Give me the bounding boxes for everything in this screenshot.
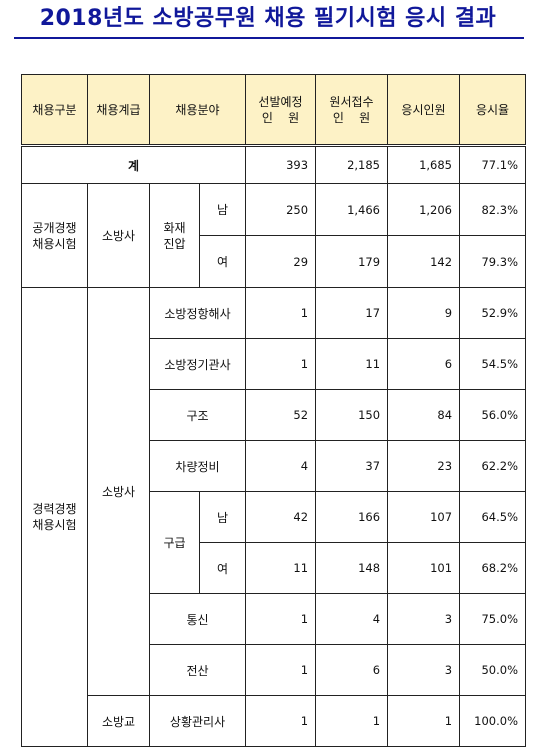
field-cell: 구조: [148, 389, 247, 441]
table-row: 여 29 179 142 79.3%: [22, 235, 527, 288]
header-planned-line2: 인 원: [261, 110, 300, 125]
applied-cell: 4: [315, 593, 389, 645]
total-rate: 77.1%: [459, 145, 527, 184]
total-label: 계: [20, 145, 247, 184]
header-rate: 응시율: [459, 74, 527, 146]
examinees-cell: 107: [387, 491, 461, 543]
rate-cell: 56.0%: [459, 389, 527, 441]
open-type: 공개경쟁 채용시험: [21, 183, 88, 288]
field-cell: 차량정비: [148, 440, 247, 492]
table-row: 소방교 상황관리사 1 1 1 100.0%: [22, 695, 527, 747]
table-row: 구조 52 150 84 56.0%: [22, 389, 527, 441]
header-planned-line1: 선발예정: [258, 94, 303, 109]
planned-cell: 1: [245, 593, 317, 645]
rate-cell: 79.3%: [459, 235, 527, 288]
header-row: 채용구분 채용계급 채용분야 선발예정 인 원 원서접수 인 원 응시인원 응시…: [21, 74, 527, 146]
header-type: 채용구분: [21, 74, 88, 146]
results-table: 채용구분 채용계급 채용분야 선발예정 인 원 원서접수 인 원 응시인원 응시…: [20, 74, 527, 747]
table-row: 공개경쟁 채용시험 소방사 화재 진압 남 250 1,466 1,206 82…: [21, 183, 527, 288]
header-field: 채용분야: [148, 74, 247, 146]
field-cell: 소방정기관사: [148, 338, 247, 390]
applied-cell: 179: [315, 235, 389, 288]
applied-cell: 6: [315, 644, 389, 696]
open-field: 화재 진압: [149, 183, 200, 288]
career-grade-a: 소방사: [87, 287, 150, 696]
applied-cell: 1,466: [315, 183, 389, 236]
table-row: 통신 1 4 3 75.0%: [22, 593, 527, 645]
page-title: 2018년도 소방공무원 채용 필기시험 응시 결과: [39, 6, 497, 31]
title-underline: [14, 37, 524, 39]
field-cell: 통신: [148, 593, 247, 645]
rate-cell: 64.5%: [459, 491, 527, 543]
rate-cell: 62.2%: [459, 440, 527, 492]
header-grade: 채용계급: [87, 74, 150, 146]
table-row: 경력경쟁 채용시험 소방사 소방정항해사 1 17 9 52.9%: [21, 287, 527, 747]
table-row: 차량정비 4 37 23 62.2%: [22, 440, 527, 492]
examinees-cell: 1,206: [387, 183, 461, 236]
career-type-line1: 경력경쟁: [32, 502, 77, 516]
header-applied-line2: 인 원: [332, 110, 371, 125]
table-row: 소방정기관사 1 11 6 54.5%: [22, 338, 527, 390]
table-row: 구급 남 42 166 107 64.5%: [22, 491, 527, 594]
applied-cell: 1: [315, 695, 389, 747]
examinees-cell: 3: [387, 644, 461, 696]
applied-cell: 150: [315, 389, 389, 441]
planned-cell: 11: [245, 542, 317, 594]
examinees-cell: 1: [387, 695, 461, 747]
planned-cell: 250: [245, 183, 317, 236]
open-field-line2: 진압: [163, 236, 186, 251]
applied-cell: 37: [315, 440, 389, 492]
total-applied: 2,185: [315, 145, 389, 184]
gender-cell: 남: [198, 491, 247, 543]
applied-cell: 166: [315, 491, 389, 543]
open-type-line2: 채용시험: [32, 236, 77, 251]
gender-cell: 여: [198, 542, 247, 594]
open-grade: 소방사: [87, 183, 150, 288]
planned-cell: 1: [245, 644, 317, 696]
planned-cell: 1: [245, 695, 317, 747]
career-type-line2: 채용시험: [32, 518, 77, 532]
career-type: 경력경쟁 채용시험: [21, 287, 88, 747]
total-examinees: 1,685: [387, 145, 461, 184]
examinees-cell: 6: [387, 338, 461, 390]
open-type-line1: 공개경쟁: [32, 220, 77, 235]
planned-cell: 52: [245, 389, 317, 441]
planned-cell: 4: [245, 440, 317, 492]
career-grade-b: 소방교: [87, 695, 150, 747]
planned-cell: 29: [245, 235, 317, 288]
gender-cell: 여: [198, 235, 247, 288]
rate-cell: 54.5%: [459, 338, 527, 390]
applied-cell: 17: [315, 287, 389, 339]
examinees-cell: 142: [387, 235, 461, 288]
total-row: 계 393 2,185 1,685 77.1%: [20, 145, 527, 184]
open-field-line1: 화재: [163, 220, 186, 235]
total-planned: 393: [245, 145, 317, 184]
examinees-cell: 101: [387, 542, 461, 594]
gender-cell: 남: [198, 183, 247, 236]
field-cell: 소방정항해사: [148, 287, 247, 339]
header-examinees: 응시인원: [387, 74, 461, 146]
header-applied-line1: 원서접수: [329, 94, 374, 109]
rate-cell: 68.2%: [459, 542, 527, 594]
applied-cell: 11: [315, 338, 389, 390]
header-planned: 선발예정 인 원: [245, 74, 317, 146]
rate-cell: 75.0%: [459, 593, 527, 645]
planned-cell: 1: [245, 287, 317, 339]
field-cell: 전산: [148, 644, 247, 696]
planned-cell: 42: [245, 491, 317, 543]
header-applied: 원서접수 인 원: [315, 74, 389, 146]
applied-cell: 148: [315, 542, 389, 594]
rate-cell: 52.9%: [459, 287, 527, 339]
emt-field: 구급: [149, 491, 200, 594]
rate-cell: 82.3%: [459, 183, 527, 236]
planned-cell: 1: [245, 338, 317, 390]
table-row: 여 11 148 101 68.2%: [22, 542, 527, 594]
examinees-cell: 84: [387, 389, 461, 441]
examinees-cell: 3: [387, 593, 461, 645]
field-cell: 상황관리사: [148, 695, 247, 747]
rate-cell: 100.0%: [459, 695, 527, 747]
rate-cell: 50.0%: [459, 644, 527, 696]
examinees-cell: 23: [387, 440, 461, 492]
examinees-cell: 9: [387, 287, 461, 339]
